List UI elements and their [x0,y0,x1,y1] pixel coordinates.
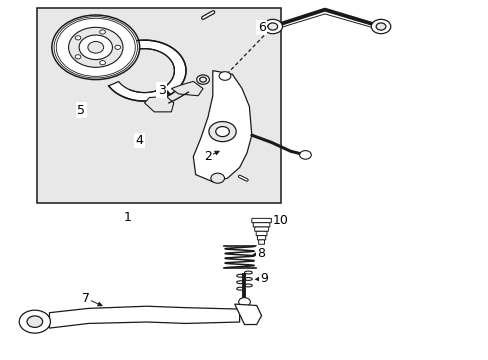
Circle shape [375,23,385,30]
Polygon shape [49,306,239,328]
Text: 4: 4 [136,134,143,147]
Circle shape [75,55,81,59]
FancyBboxPatch shape [251,219,271,223]
Circle shape [27,316,42,327]
Circle shape [68,27,123,67]
Circle shape [52,15,140,80]
Circle shape [100,60,105,65]
Circle shape [100,30,105,34]
Bar [37,8,281,203]
Circle shape [263,19,282,34]
Circle shape [210,173,224,183]
Text: 2: 2 [203,150,211,163]
Circle shape [267,23,277,30]
Circle shape [56,18,135,76]
Text: 8: 8 [257,247,265,260]
Circle shape [199,77,206,82]
FancyBboxPatch shape [254,227,268,231]
Text: 3: 3 [157,84,165,97]
Circle shape [115,45,121,49]
Polygon shape [144,96,173,112]
FancyBboxPatch shape [256,231,266,236]
FancyBboxPatch shape [258,240,264,244]
Circle shape [215,127,229,136]
Circle shape [238,298,250,306]
Text: 1: 1 [123,211,131,224]
Circle shape [54,17,137,78]
Text: 7: 7 [82,292,90,305]
Text: 5: 5 [77,104,85,117]
Text: 9: 9 [260,272,267,285]
Circle shape [299,150,311,159]
Text: 6: 6 [257,21,265,34]
Circle shape [219,72,230,80]
Circle shape [208,122,236,141]
Circle shape [370,19,390,34]
FancyBboxPatch shape [253,223,269,227]
Polygon shape [193,71,251,182]
Polygon shape [108,40,185,101]
Circle shape [196,75,209,84]
Circle shape [79,35,112,59]
FancyBboxPatch shape [257,235,265,240]
Polygon shape [171,81,203,96]
Circle shape [19,310,50,333]
Polygon shape [234,304,261,324]
Circle shape [88,41,103,53]
Text: 10: 10 [273,214,288,227]
Circle shape [75,36,81,40]
